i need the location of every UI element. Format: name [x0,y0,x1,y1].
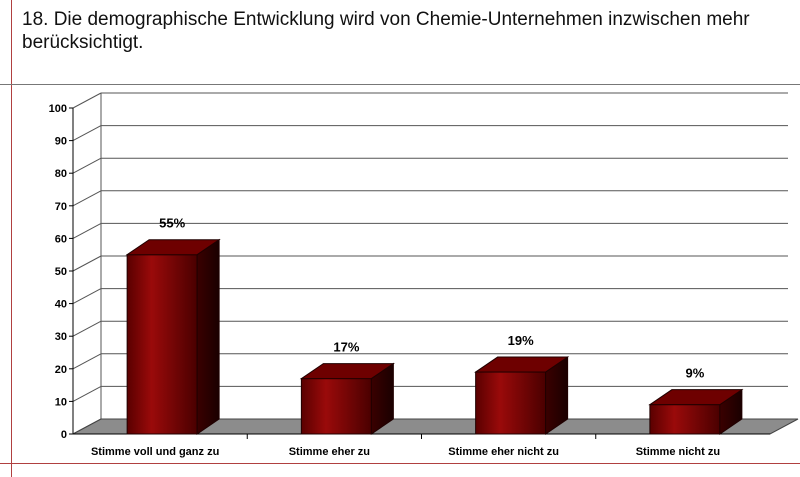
y-tick-label: 70 [55,201,67,213]
page-margin-line-horizontal [0,463,800,464]
chart-area [0,84,800,466]
y-tick-label: 30 [55,331,67,343]
gridline-side [72,92,102,109]
gridline-side [72,353,102,370]
bar-top [299,363,395,380]
y-tick-label: 90 [55,136,67,148]
gridline-side [72,190,102,207]
x-tick-label: Stimme eher nicht zu [448,446,559,458]
data-label: 19% [508,333,534,348]
bar-top [125,239,221,256]
x-tick-label: Stimme eher zu [289,446,370,458]
x-tick-label: Stimme nicht zu [636,446,720,458]
y-tick-label: 80 [55,168,67,180]
bar [475,371,547,435]
gridline-side [72,255,102,272]
bar-side [196,238,220,435]
gridline-side [72,320,102,337]
chart-title: 18. Die demographische Entwicklung wird … [22,9,750,53]
gridline-side [72,288,102,305]
page-margin-line-vertical [11,0,12,477]
gridline-side [72,222,102,239]
x-tick-label: Stimme voll und ganz zu [91,446,219,458]
y-tick-label: 0 [61,429,67,441]
gridline-side [72,125,102,142]
data-label: 55% [159,216,185,231]
bar [300,378,372,435]
bar [649,404,721,435]
y-tick-label: 40 [55,299,67,311]
y-tick-label: 50 [55,266,67,278]
data-label: 17% [333,340,359,355]
bar-top [474,356,570,373]
y-tick-label: 10 [55,396,67,408]
gridline-side [72,157,102,174]
data-label: 9% [685,366,704,381]
y-tick-label: 60 [55,233,67,245]
gridline-side [72,385,102,402]
y-tick-label: 20 [55,364,67,376]
y-tick-label: 100 [49,103,67,115]
bar-top [648,389,744,406]
bar [126,254,198,435]
